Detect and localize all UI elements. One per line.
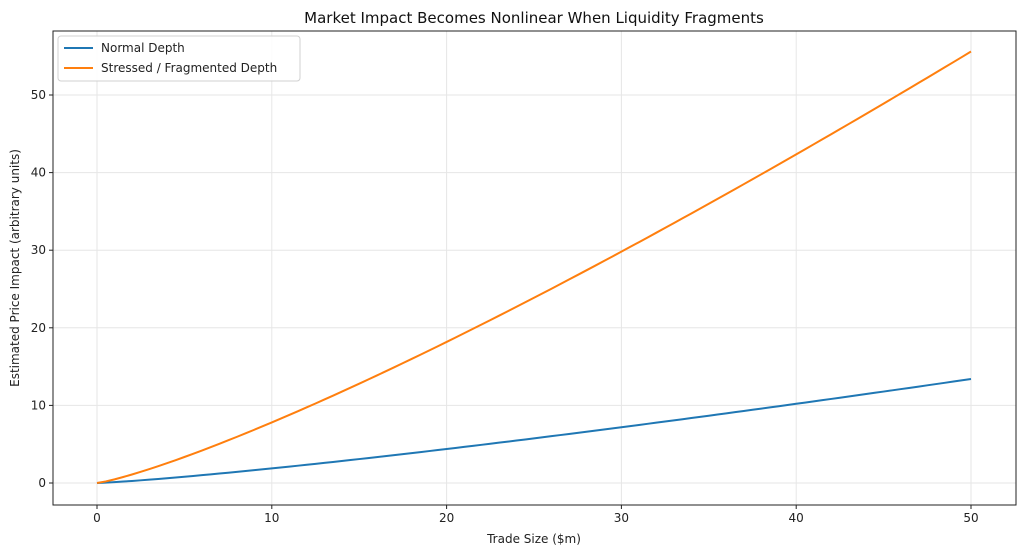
x-axis-label: Trade Size ($m) xyxy=(486,532,581,546)
x-tick-label: 20 xyxy=(439,511,454,525)
y-tick-label: 20 xyxy=(31,321,46,335)
y-tick-label: 10 xyxy=(31,398,46,412)
y-axis-ticks: 0 10 20 30 40 50 xyxy=(31,88,53,490)
y-tick-label: 0 xyxy=(38,476,46,490)
x-axis-ticks: 0 10 20 30 40 50 xyxy=(93,505,979,525)
legend-label-normal-depth: Normal Depth xyxy=(101,41,185,55)
series-line-normal-depth xyxy=(96,378,972,484)
gridlines xyxy=(53,31,1016,505)
y-tick-label: 50 xyxy=(31,88,46,102)
legend: Normal Depth Stressed / Fragmented Depth xyxy=(57,35,301,82)
x-tick-label: 30 xyxy=(614,511,629,525)
legend-label-stressed-depth: Stressed / Fragmented Depth xyxy=(101,61,277,75)
series-line-stressed-fragmented-depth xyxy=(96,50,972,484)
x-tick-label: 40 xyxy=(789,511,804,525)
x-tick-label: 10 xyxy=(264,511,279,525)
y-axis-label: Estimated Price Impact (arbitrary units) xyxy=(8,149,22,387)
y-tick-label: 30 xyxy=(31,243,46,257)
x-tick-label: 50 xyxy=(963,511,978,525)
chart-title: Market Impact Becomes Nonlinear When Liq… xyxy=(304,9,764,27)
data-series xyxy=(96,50,972,484)
plot-area-frame xyxy=(52,30,1017,506)
legend-box xyxy=(57,35,301,82)
y-tick-label: 40 xyxy=(31,166,46,180)
x-tick-label: 0 xyxy=(93,511,101,525)
